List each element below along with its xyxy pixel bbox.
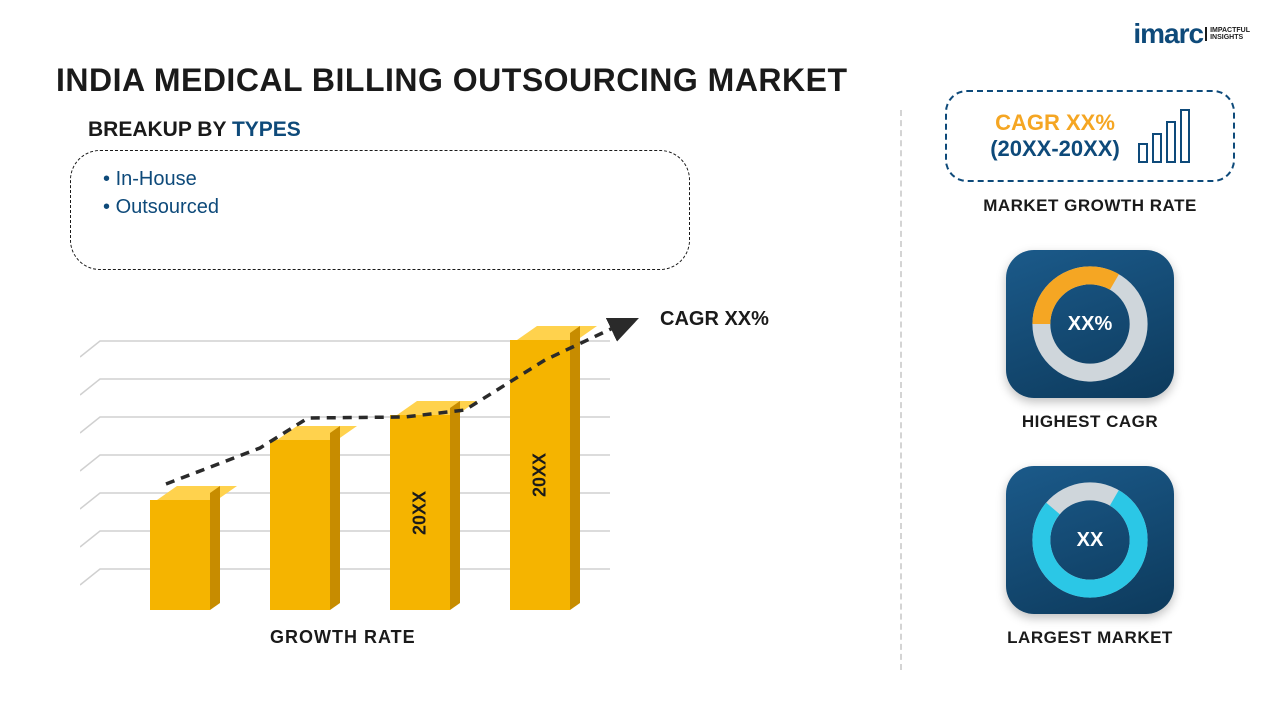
largest-market-tile: XX — [1006, 466, 1174, 614]
right-column: CAGR XX% (20XX-20XX) MARKET GROWTH RATE … — [940, 90, 1240, 648]
mini-bar-icon — [1138, 109, 1190, 163]
cagr-summary-box: CAGR XX% (20XX-20XX) — [945, 90, 1235, 182]
growth-chart: 20XX20XX CAGR XX% GROWTH RATE — [70, 300, 770, 640]
logo-text: imarc — [1133, 18, 1203, 50]
logo-tagline: IMPACTFULINSIGHTS — [1205, 27, 1250, 41]
x-axis-label: GROWTH RATE — [270, 627, 416, 648]
trend-line — [130, 318, 650, 498]
cagr-annotation: CAGR XX% — [660, 308, 769, 331]
donut-value: XX% — [1068, 313, 1112, 336]
vertical-divider — [900, 110, 902, 670]
list-item: Outsourced — [103, 193, 657, 221]
types-list: In-House Outsourced — [103, 165, 657, 221]
label-highest-cagr: HIGHEST CAGR — [1022, 412, 1158, 432]
page-title: INDIA MEDICAL BILLING OUTSOURCING MARKET — [56, 62, 848, 99]
cagr-summary-text: CAGR XX% (20XX-20XX) — [990, 110, 1120, 163]
highest-cagr-tile: XX% — [1006, 250, 1174, 398]
breakup-subtitle: BREAKUP BY TYPES — [88, 118, 301, 142]
brand-logo: imarc IMPACTFULINSIGHTS — [1133, 18, 1250, 50]
donut-value: XX — [1077, 529, 1104, 552]
label-largest-market: LARGEST MARKET — [1007, 628, 1173, 648]
label-market-growth: MARKET GROWTH RATE — [983, 196, 1197, 216]
types-box: In-House Outsourced — [70, 150, 690, 270]
list-item: In-House — [103, 165, 657, 193]
